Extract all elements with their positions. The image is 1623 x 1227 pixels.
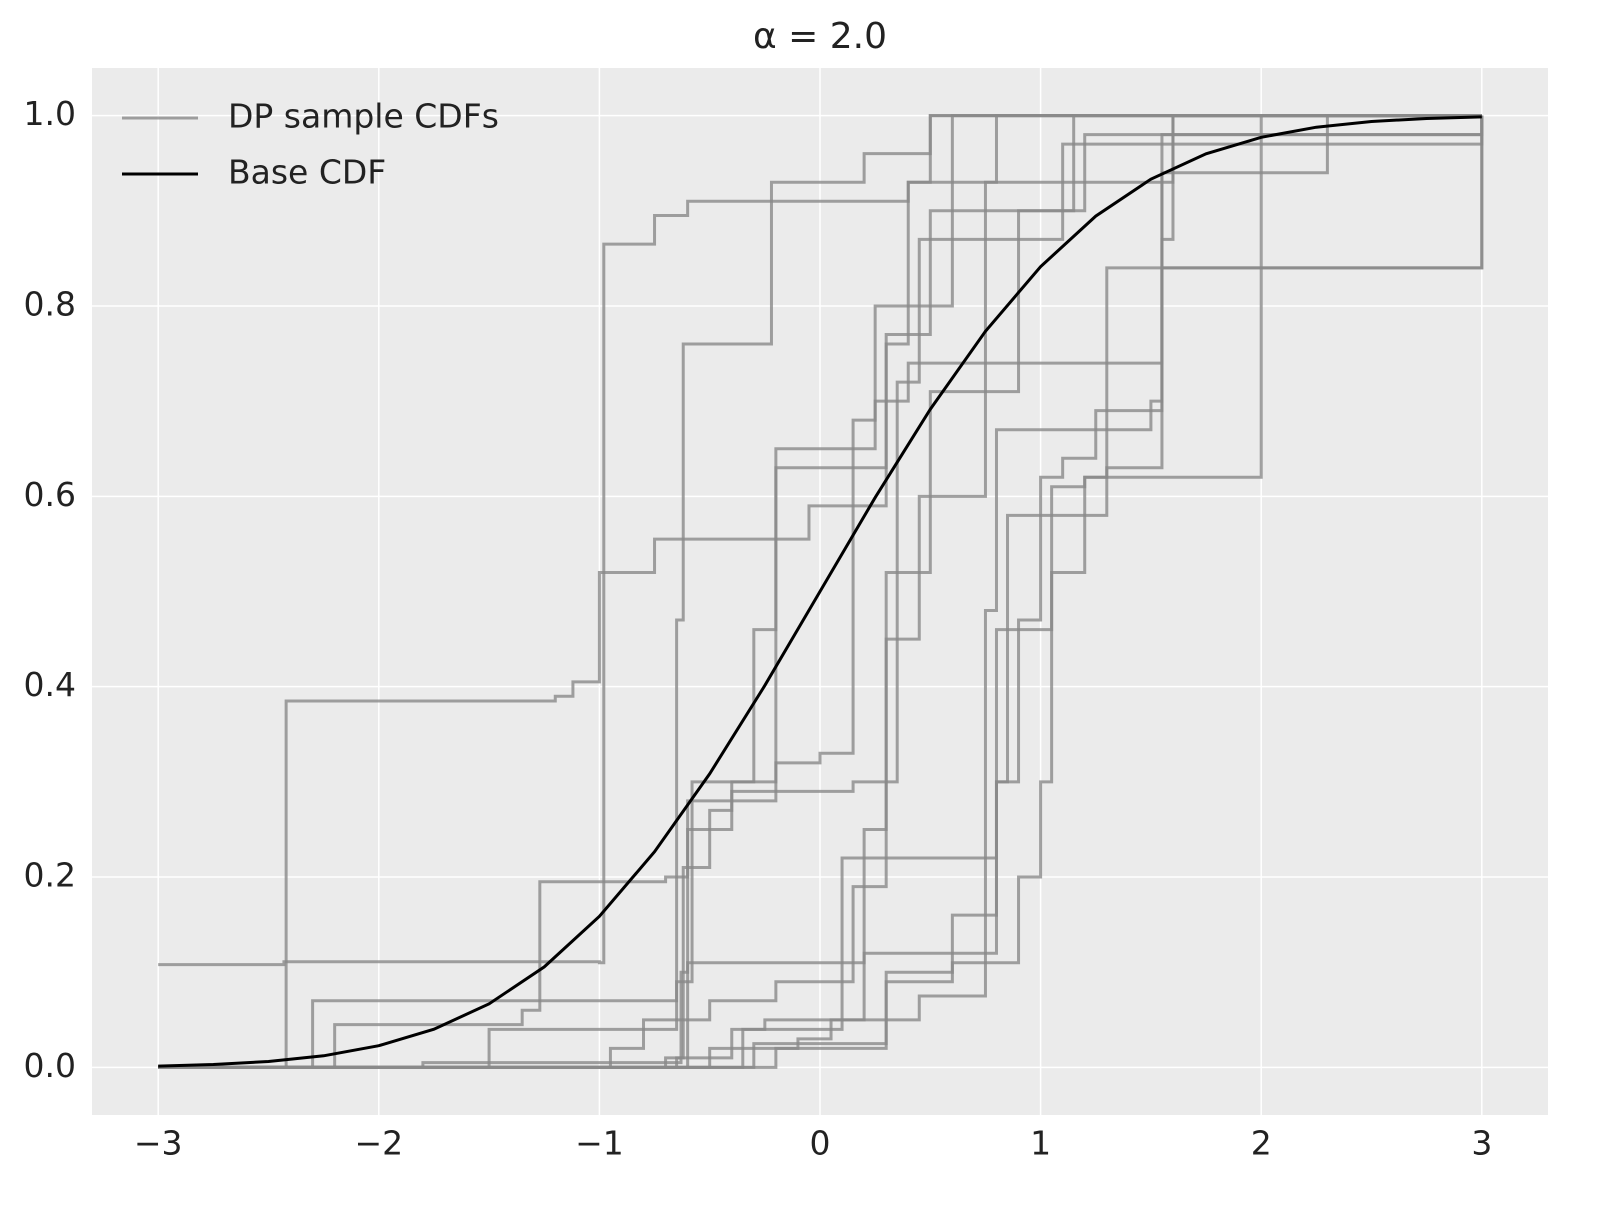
sample-cdf-line bbox=[158, 114, 1482, 1069]
series-line bbox=[158, 115, 1482, 1068]
y-tick-label: 0.8 bbox=[24, 284, 76, 323]
y-tick-label: 0.2 bbox=[24, 856, 76, 895]
sample-cdf-line bbox=[158, 114, 1482, 1069]
y-tick-label: 0.0 bbox=[24, 1046, 76, 1085]
x-tick-label: −1 bbox=[575, 1124, 624, 1163]
x-tick-label: 1 bbox=[1030, 1124, 1051, 1163]
x-tick-label: 3 bbox=[1471, 1124, 1492, 1163]
sample-cdf-line bbox=[158, 114, 1482, 1069]
x-tick-label: 0 bbox=[810, 1124, 831, 1163]
sample-cdf-line bbox=[158, 114, 1482, 1069]
y-tick-label: 1.0 bbox=[24, 94, 76, 133]
chart-title: α = 2.0 bbox=[753, 16, 887, 57]
x-tick-label: −2 bbox=[354, 1124, 403, 1163]
legend-label: Base CDF bbox=[228, 153, 386, 192]
sample-cdf-line bbox=[158, 114, 1482, 1069]
x-tick-label: 2 bbox=[1251, 1124, 1272, 1163]
sample-cdf-line bbox=[158, 114, 1482, 1069]
x-tick-label: −3 bbox=[134, 1124, 183, 1163]
legend-label: DP sample CDFs bbox=[228, 97, 499, 136]
y-tick-label: 0.4 bbox=[24, 665, 76, 704]
sample-cdf-line bbox=[158, 114, 1482, 1069]
sample-cdf-line bbox=[158, 115, 1484, 1069]
y-tick-label: 0.6 bbox=[24, 475, 76, 514]
